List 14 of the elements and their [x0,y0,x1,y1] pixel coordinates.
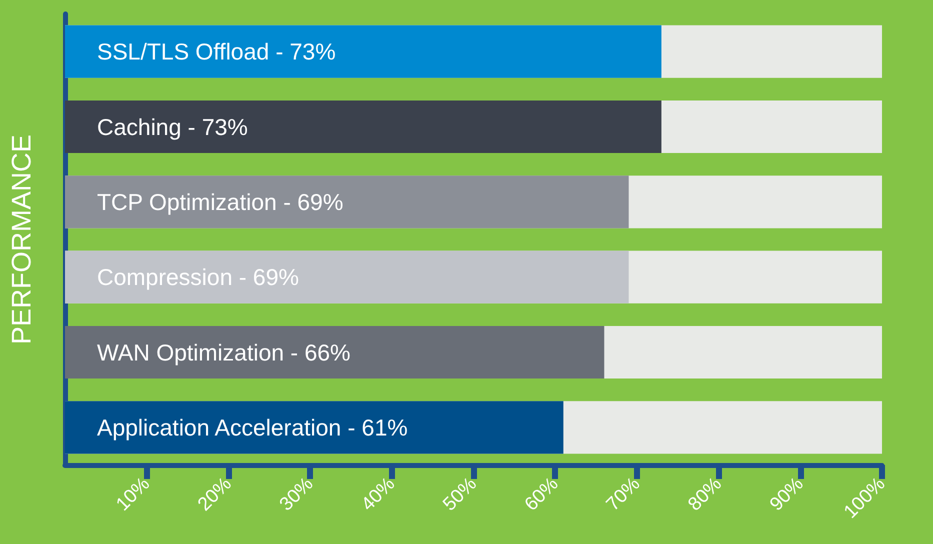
y-tick-label: SSL/TLS Offload - 73% [97,38,336,65]
x-tick-label: 50% [439,473,482,516]
y-axis-title: PERFORMANCE [6,134,36,345]
x-tick-label: 30% [276,473,318,516]
x-tick-label: 70% [602,473,644,516]
x-tick-label: 60% [520,473,563,516]
y-tick-label: WAN Optimization - 66% [97,339,350,366]
y-tick-label: Caching - 73% [97,114,248,140]
x-tick-label: 40% [358,473,400,516]
y-tick-label: TCP Optimization - 69% [97,188,344,215]
y-tick-label: Compression - 69% [97,264,299,290]
x-tick-label: 80% [684,473,726,516]
y-tick-label: Application Acceleration - 61% [97,414,408,440]
x-tick-label: 90% [766,473,808,516]
